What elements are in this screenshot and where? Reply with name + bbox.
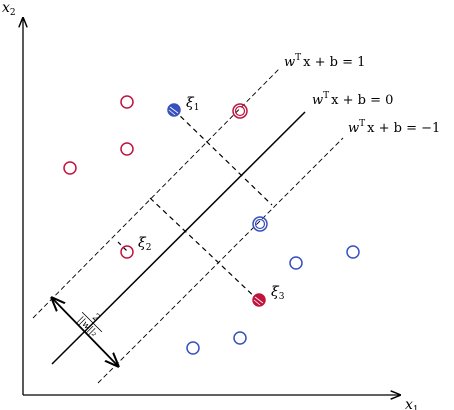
slack-line-1 bbox=[173, 109, 273, 206]
slack-1-sub: 1 bbox=[194, 103, 200, 113]
red-point-hatch bbox=[254, 296, 264, 304]
lower-sup: T bbox=[359, 119, 365, 129]
blue-support-vector-inner bbox=[254, 218, 266, 230]
blue-point-hatch bbox=[169, 106, 179, 114]
slack-label-2: ξ2 bbox=[138, 235, 151, 253]
red-support-vector bbox=[232, 103, 248, 119]
margin-label: 2 ||w||₂ bbox=[75, 311, 103, 339]
middle-rest: x + b = 0 bbox=[331, 93, 393, 108]
middle-hyperplane-label: wT x + b = 0 bbox=[312, 91, 393, 108]
blue-support-vector bbox=[252, 216, 268, 232]
red-support-vector-inner bbox=[234, 105, 246, 117]
x-axis-label: x1 bbox=[405, 397, 419, 410]
slack-1-name: ξ bbox=[186, 95, 195, 111]
middle-sup: T bbox=[323, 91, 329, 101]
x-axis-label-sub: 1 bbox=[413, 405, 419, 410]
slack-2-sub: 2 bbox=[146, 243, 152, 253]
margin-arrow bbox=[52, 298, 118, 366]
lower-w: w bbox=[348, 121, 359, 136]
slack-label-1: ξ1 bbox=[186, 95, 199, 113]
upper-sup: T bbox=[295, 53, 301, 63]
middle-w: w bbox=[312, 93, 323, 108]
slack-line-2 bbox=[149, 197, 259, 301]
red-point bbox=[120, 142, 134, 156]
upper-hyperplane-label: wT x + b = 1 bbox=[284, 53, 365, 70]
y-axis-label: x2 bbox=[2, 0, 16, 18]
slack-3-name: ξ bbox=[271, 284, 280, 300]
lower-rest: x + b = −1 bbox=[367, 121, 440, 136]
red-point bbox=[63, 161, 77, 175]
upper-w: w bbox=[284, 55, 295, 70]
blue-point-hatch bbox=[168, 109, 176, 116]
y-axis-label-sub: 2 bbox=[10, 8, 16, 18]
slack-2-name: ξ bbox=[138, 235, 147, 251]
margin-label-numerator: 2 bbox=[90, 312, 102, 324]
slack-label-3: ξ3 bbox=[271, 284, 285, 302]
lower-margin-line bbox=[97, 137, 344, 384]
blue-point bbox=[186, 341, 200, 355]
red-point bbox=[120, 245, 134, 259]
upper-rest: x + b = 1 bbox=[303, 55, 365, 70]
red-point bbox=[120, 95, 134, 109]
red-point-hatch bbox=[253, 299, 261, 306]
upper-margin-line bbox=[32, 67, 281, 319]
blue-point bbox=[346, 245, 360, 259]
lower-hyperplane-label: wT x + b = −1 bbox=[348, 119, 440, 136]
margin-label-fraction-bar bbox=[81, 311, 103, 333]
blue-point bbox=[289, 256, 303, 270]
x-axis-label-name: x bbox=[405, 397, 413, 410]
y-axis-label-name: x bbox=[2, 0, 10, 16]
blue-point bbox=[233, 331, 247, 345]
slack-3-sub: 3 bbox=[279, 292, 285, 302]
slack-line-3 bbox=[117, 241, 128, 252]
